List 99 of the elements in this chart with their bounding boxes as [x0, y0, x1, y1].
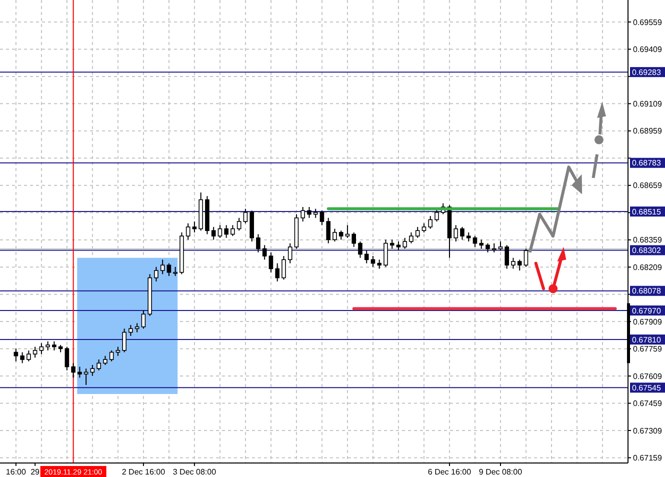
- candlestick: [268, 252, 274, 273]
- candlestick: [364, 250, 369, 264]
- candlestick: [422, 222, 426, 233]
- y-tick-label: 0.67759: [633, 344, 662, 354]
- y-tick-label: 0.68959: [633, 126, 662, 136]
- candlestick: [498, 240, 503, 252]
- candlestick: [236, 217, 242, 232]
- y-tick-label: 0.67909: [633, 317, 662, 326]
- candlestick: [46, 340, 50, 351]
- candlestick: [466, 232, 471, 242]
- candlestick: [524, 248, 528, 268]
- candlestick: [64, 346, 70, 371]
- y-tick-label: 0.67609: [633, 372, 662, 381]
- ref-line-label: 0.69283: [632, 68, 662, 77]
- candlestick: [402, 237, 408, 250]
- candlestick: [313, 208, 318, 218]
- candlestick: [128, 324, 133, 336]
- candlestick: [282, 256, 286, 280]
- y-tick-label: 0.67159: [633, 454, 662, 463]
- candlestick: [90, 364, 95, 376]
- candlestick: [511, 257, 516, 270]
- candlestick: [243, 208, 248, 224]
- candlestick: [390, 239, 394, 250]
- candlestick: [96, 359, 101, 371]
- candlestick: [14, 348, 18, 362]
- candlestick: [517, 259, 522, 272]
- y-tick-label: 0.69109: [633, 99, 662, 108]
- candlestick: [173, 266, 178, 276]
- candlestick: [415, 226, 420, 238]
- candlestick: [84, 368, 88, 386]
- candlestick: [434, 208, 439, 222]
- candlestick: [460, 226, 464, 240]
- candlestick: [262, 244, 267, 260]
- ref-line-label: 0.68078: [632, 286, 662, 296]
- candlestick: [352, 232, 356, 248]
- candlestick: [134, 322, 140, 333]
- y-tick-label: 0.67459: [633, 399, 662, 408]
- candlestick: [166, 262, 172, 276]
- y-tick-label: 0.68659: [633, 181, 662, 190]
- candlestick: [472, 236, 478, 248]
- candlestick: [332, 228, 337, 242]
- candlestick: [26, 350, 31, 362]
- candlestick: [103, 355, 108, 366]
- candlestick: [224, 224, 228, 238]
- candlestick: [370, 256, 376, 268]
- candlestick: [71, 362, 76, 378]
- candlestick: [109, 350, 114, 362]
- y-tick-label: 0.68209: [633, 262, 662, 272]
- candlestick: [256, 234, 260, 253]
- x-tick-label: 6 Dec 16:00: [428, 468, 472, 476]
- candlestick: [326, 217, 330, 244]
- candlestick: [160, 259, 165, 275]
- y-tick-label: 0.69559: [633, 18, 662, 27]
- candlestick: [116, 346, 120, 356]
- ref-line-label: 0.67970: [632, 306, 662, 316]
- candlestick: [186, 222, 190, 240]
- y-tick-label: 0.69409: [633, 45, 662, 54]
- candlestick: [338, 230, 344, 240]
- candlestick: [154, 266, 158, 282]
- candlestick: [396, 240, 401, 252]
- y-tick-label: 0.67309: [633, 426, 662, 436]
- candlestick: [20, 352, 24, 364]
- candlestick: [307, 206, 312, 218]
- candlestick: [141, 310, 146, 330]
- ref-line-label: 0.68515: [632, 207, 662, 216]
- candlestick: [358, 240, 362, 258]
- candlestick: [345, 224, 350, 238]
- candlestick: [409, 232, 414, 244]
- candlestick: [78, 366, 82, 378]
- ref-line-label: 0.67545: [632, 383, 662, 392]
- candlestick: [454, 224, 458, 242]
- candlestick: [52, 340, 56, 351]
- candlestick: [218, 224, 222, 238]
- ref-line-label: 0.68302: [632, 246, 662, 255]
- candlestick: [192, 221, 197, 233]
- candlestick: [486, 242, 490, 253]
- candlestick: [384, 239, 388, 268]
- x-tick-label: 2 Dec 16:00: [122, 468, 166, 476]
- x-tick-label: 9 Dec 08:00: [478, 468, 523, 476]
- candlestick: [428, 216, 433, 230]
- candlestick: [492, 242, 496, 253]
- y-tick-label: 0.68359: [633, 236, 662, 245]
- candlestick: [479, 239, 484, 250]
- candlestick: [230, 224, 235, 237]
- candlestick: [275, 262, 280, 282]
- x-tick-label: 3 Dec 08:00: [172, 468, 217, 476]
- ref-line-label: 0.67810: [632, 335, 662, 344]
- candlestick: [32, 346, 38, 358]
- candlestick: [504, 244, 510, 270]
- x-tick-label: 29: [30, 468, 40, 476]
- candlestick: [320, 210, 324, 226]
- candlestick: [300, 206, 305, 222]
- candlestick: [211, 226, 216, 240]
- ref-line-label: 0.68783: [632, 158, 662, 168]
- candlestick: [288, 242, 292, 264]
- x-tick-label: 16:00: [6, 468, 26, 476]
- candlestick: [377, 259, 382, 270]
- candlestick: [122, 328, 126, 353]
- candlestick: [39, 342, 44, 355]
